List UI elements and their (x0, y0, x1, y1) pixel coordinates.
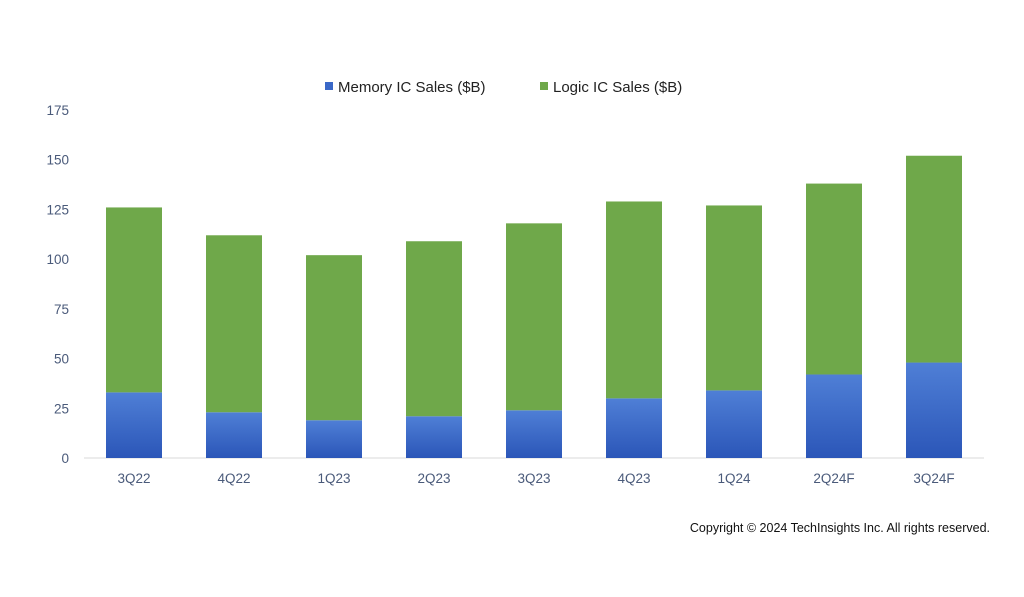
x-tick-label: 4Q23 (617, 471, 650, 486)
bar-logic (706, 205, 762, 391)
bar-logic (306, 255, 362, 421)
bar-logic (206, 235, 262, 413)
bar-memory (206, 412, 262, 458)
y-tick-label: 150 (46, 153, 69, 168)
bar-logic (106, 207, 162, 393)
bar-logic (806, 183, 862, 375)
x-tick-label: 2Q23 (417, 471, 450, 486)
legend: Memory IC Sales ($B) Logic IC Sales ($B) (325, 79, 682, 96)
legend-swatch-logic (540, 82, 548, 90)
x-tick-label: 1Q24 (717, 471, 751, 486)
x-tick-label: 3Q23 (517, 471, 550, 486)
bar-memory (506, 410, 562, 458)
bar-logic (406, 241, 462, 417)
legend-label-logic: Logic IC Sales ($B) (553, 79, 682, 96)
y-tick-label: 125 (46, 202, 69, 217)
copyright-notice: Copyright © 2024 TechInsights Inc. All r… (689, 521, 990, 535)
bar-memory (906, 362, 962, 458)
x-tick-label: 3Q24F (913, 471, 954, 486)
y-tick-label: 25 (54, 401, 69, 416)
bar-memory (106, 392, 162, 458)
bar-memory (706, 390, 762, 458)
x-tick-label: 2Q24F (813, 471, 854, 486)
x-tick-label: 4Q22 (217, 471, 250, 486)
y-tick-label: 175 (46, 103, 69, 118)
bar-memory (806, 374, 862, 458)
y-tick-label: 0 (61, 451, 69, 466)
bar-memory (406, 416, 462, 458)
bar-logic (906, 155, 962, 363)
y-tick-label: 75 (54, 302, 69, 317)
legend-swatch-memory (325, 82, 333, 90)
legend-label-memory: Memory IC Sales ($B) (338, 79, 486, 96)
bar-memory (606, 398, 662, 458)
y-tick-label: 50 (54, 352, 69, 367)
x-tick-label: 3Q22 (117, 471, 150, 486)
bar-logic (606, 201, 662, 399)
x-tick-label: 1Q23 (317, 471, 350, 486)
y-axis: 0 25 50 75 100 125 150 175 (46, 103, 69, 466)
x-axis: 3Q22 4Q22 1Q23 2Q23 3Q23 4Q23 1Q24 2Q24F 3Q24F (117, 471, 954, 486)
bar-logic (506, 223, 562, 411)
bars (106, 155, 962, 458)
y-tick-label: 100 (46, 252, 69, 267)
bar-memory (306, 420, 362, 458)
